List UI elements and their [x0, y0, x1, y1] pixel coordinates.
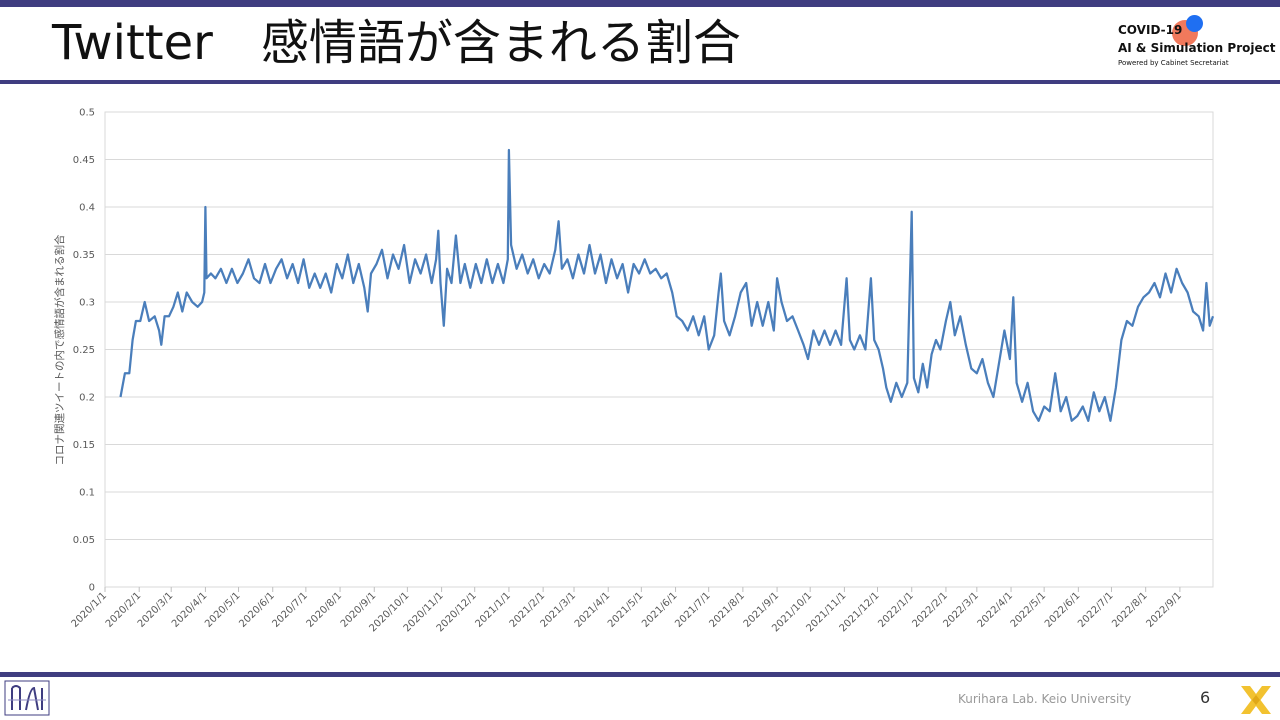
kurihara-lab-logo [4, 680, 50, 716]
y-tick-label: 0.15 [73, 440, 95, 451]
y-tick-label: 0.2 [79, 393, 95, 404]
x-tick-label: 2022/5/1 [1009, 590, 1049, 630]
y-tick-label: 0.1 [79, 488, 95, 499]
y-tick-labels: 0 0.05 0.1 0.15 0.2 0.25 0.3 0.35 0.4 0.45 0.5 [73, 108, 95, 594]
x-tick-label: 2022/7/1 [1076, 590, 1116, 630]
covid-ai-project-logo: COVID-19 AI & Simulation Project Powered… [1118, 15, 1278, 76]
logo-line-2: AI & Simulation Project [1118, 41, 1276, 55]
y-tick-label: 0.05 [73, 535, 95, 546]
y-tick-label: 0.45 [73, 155, 95, 166]
x-tick-label: 2020/7/1 [270, 590, 310, 630]
x-tick-label: 2022/8/1 [1110, 590, 1150, 630]
page-number: 6 [1200, 688, 1211, 707]
y-tick-label: 0.35 [73, 250, 95, 261]
series-layer [119, 148, 1215, 422]
logo-line-1: COVID-19 [1118, 23, 1183, 37]
logo-line-3: Powered by Cabinet Secretariat [1118, 59, 1229, 67]
y-tick-label: 0.25 [73, 345, 95, 356]
x-tick-label: 2020/1/1 [70, 590, 110, 630]
gridlines [105, 111, 1213, 540]
x-brand-icon [1241, 686, 1271, 714]
y-tick-label: 0.4 [79, 203, 95, 214]
y-axis-title: コロナ関連ツイートの内で感情語が含まれる割合 [53, 234, 66, 465]
y-tick-label: 0.3 [79, 298, 95, 309]
x-tick-label: 2020/5/1 [203, 590, 243, 630]
x-tick-label: 2022/1/1 [876, 590, 916, 630]
x-tick-label: 2021/5/1 [606, 590, 646, 630]
x-tick-label: 2020/8/1 [305, 590, 345, 630]
title-rule [0, 80, 1280, 84]
x-tick-labels: 2020/1/12020/2/12020/3/12020/4/12020/5/1… [70, 587, 1184, 634]
x-tick-label: 2021/1/1 [473, 590, 513, 630]
logo-blue-dot [1186, 15, 1203, 32]
plot-area-border [104, 111, 1214, 588]
x-tick-label: 2022/9/1 [1144, 590, 1184, 630]
top-accent-bar [0, 0, 1280, 7]
x-tick-label: 2020/3/1 [136, 590, 176, 630]
footer-lab-name: Kurihara Lab. Keio University [958, 692, 1132, 706]
series-line [119, 148, 1215, 422]
x-tick-label: 2021/8/1 [707, 590, 747, 630]
slide-title: Twitter 感情語が含まれる割合 [52, 15, 741, 71]
y-tick-label: 0 [89, 583, 95, 594]
x-tick-label: 2021/7/1 [673, 590, 713, 630]
footer-rule [0, 672, 1280, 677]
y-tick-label: 0.5 [79, 108, 95, 119]
line-chart: 0 0.05 0.1 0.15 0.2 0.25 0.3 0.35 0.4 0.45 0.5 202… [53, 108, 1215, 634]
